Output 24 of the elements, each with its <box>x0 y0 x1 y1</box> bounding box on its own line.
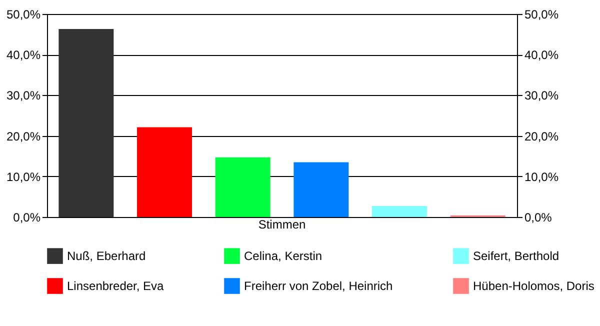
text: 50,0% <box>524 8 559 22</box>
legend-label: Linsenbreder, Eva <box>67 279 164 293</box>
legend-label: Seifert, Berthold <box>473 249 560 264</box>
legend-label: Nuß, Eberhard <box>67 249 146 264</box>
bar <box>137 127 192 217</box>
text: 10,0% <box>524 170 559 184</box>
bar <box>294 162 349 217</box>
y-tick-label: 30,0% <box>6 88 41 103</box>
legend-label: Celina, Kerstin <box>244 249 322 264</box>
text: 40,0% <box>524 48 559 62</box>
text: 30,0% <box>524 88 559 103</box>
y-tick-label: 10,0% <box>6 170 41 184</box>
x-tick-label: Stimmen <box>258 218 306 232</box>
y-tick-label: 50,0% <box>6 8 41 22</box>
y-tick-label: 0,0% <box>13 210 41 224</box>
y-tick-label: 20,0% <box>6 129 41 144</box>
bar <box>58 29 114 217</box>
text: 0,0% <box>524 210 552 224</box>
bar <box>372 206 427 217</box>
y-tick-label: 40,0% <box>6 48 41 62</box>
text: 20,0% <box>524 129 559 144</box>
legend-label: Hüben-Holomos, Doris <box>473 279 594 293</box>
bar <box>215 157 270 217</box>
legend-label: Freiherr von Zobel, Heinrich <box>244 279 393 293</box>
